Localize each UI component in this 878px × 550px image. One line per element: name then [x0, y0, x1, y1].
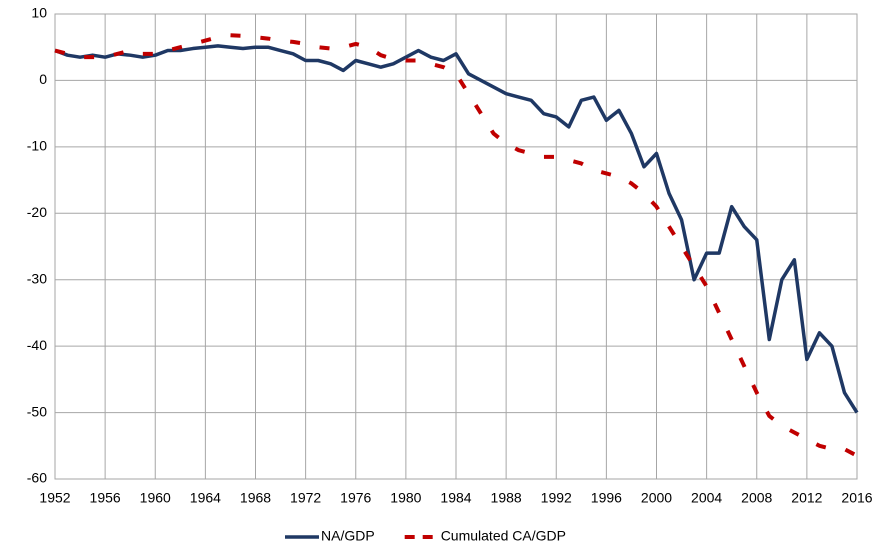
- y-tick-label: -50: [27, 403, 47, 419]
- legend-label: Cumulated CA/GDP: [441, 528, 566, 544]
- x-tick-label: 2004: [691, 490, 722, 506]
- x-tick-label: 1952: [39, 490, 70, 506]
- y-tick-label: -20: [27, 204, 47, 220]
- x-tick-label: 1964: [190, 490, 221, 506]
- y-tick-label: 10: [31, 5, 47, 21]
- x-tick-label: 1980: [390, 490, 421, 506]
- x-tick-label: 2016: [841, 490, 872, 506]
- series-line: [54, 44, 859, 414]
- y-tick-label: -40: [27, 337, 47, 353]
- x-tick-label: 1984: [440, 490, 471, 506]
- legend-label: NA/GDP: [321, 528, 375, 544]
- plot-border: [54, 13, 858, 480]
- y-tick-label: -10: [27, 138, 47, 154]
- x-tick-label: 1972: [290, 490, 321, 506]
- x-tick-label: 2000: [641, 490, 672, 506]
- y-tick-label: -60: [27, 470, 47, 486]
- x-tick-label: 1976: [340, 490, 371, 506]
- y-tick-label: -30: [27, 270, 47, 286]
- x-tick-label: 1956: [90, 490, 121, 506]
- x-tick-label: 1992: [541, 490, 572, 506]
- y-tick-label: 0: [39, 71, 47, 87]
- x-tick-label: 1968: [240, 490, 271, 506]
- x-tick-label: 2008: [741, 490, 772, 506]
- x-tick-label: 1996: [591, 490, 622, 506]
- x-tick-label: 1960: [140, 490, 171, 506]
- x-tick-label: 2012: [791, 490, 822, 506]
- x-tick-label: 1988: [491, 490, 522, 506]
